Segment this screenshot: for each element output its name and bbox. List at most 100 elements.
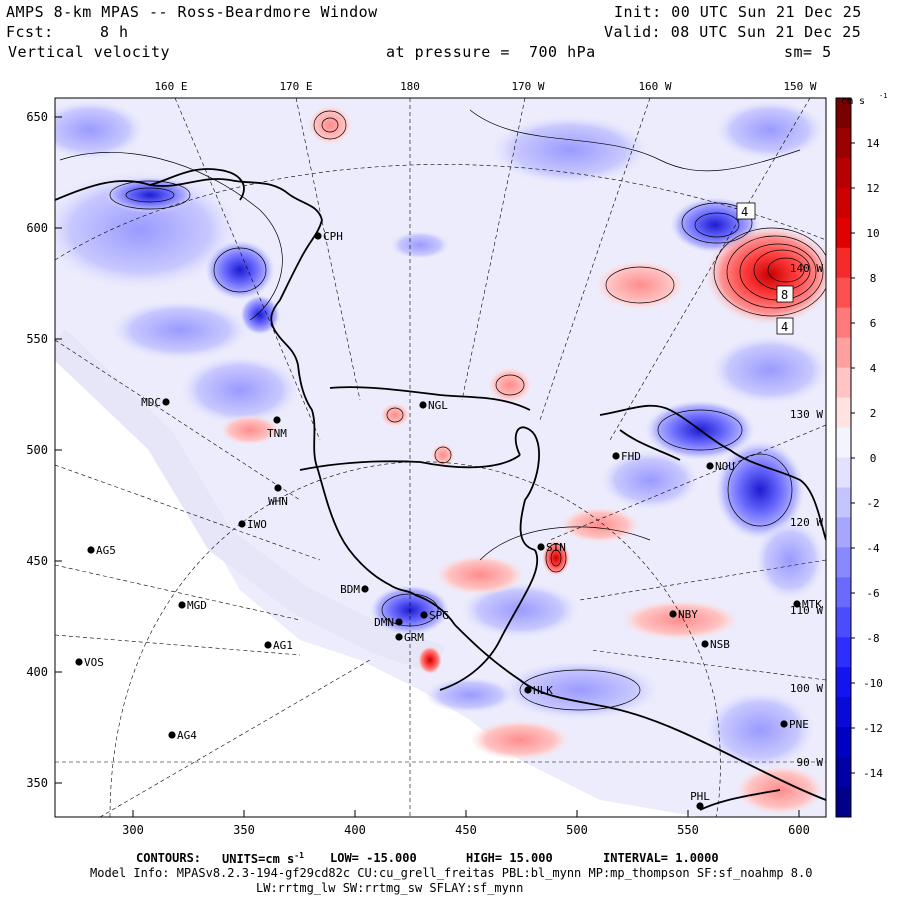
station-marker-grm — [395, 633, 403, 641]
y-tick-label: 350 — [26, 776, 48, 790]
colorbar-segment — [836, 577, 851, 608]
units-label: UNITS=cm s-1 — [222, 851, 304, 866]
station-label-bdm: BDM — [340, 583, 360, 596]
colorbar-segment — [836, 547, 851, 578]
x-tick-label: 350 — [233, 823, 255, 837]
x-tick-label: 450 — [455, 823, 477, 837]
station-marker-mtk — [793, 600, 801, 608]
y-tick-label: 550 — [26, 332, 48, 346]
low-value: LOW= -15.000 — [330, 851, 417, 865]
colorbar-segment — [836, 98, 851, 129]
longitude-label-top: 170 E — [279, 80, 312, 93]
y-tick-label: 650 — [26, 110, 48, 124]
longitude-label-right: 110 W — [790, 604, 823, 617]
longitude-label-top: 160 E — [154, 80, 187, 93]
station-label-ag1: AG1 — [273, 639, 293, 652]
x-tick-label: 550 — [677, 823, 699, 837]
colorbar-ticks: 14 12 10 8 6 4 2 0 -2 -4 -6 -8 -10 -12 -14 — [851, 137, 883, 780]
colorbar-segment — [836, 457, 851, 488]
forecast-hour: 8 h — [100, 23, 129, 41]
x-tick-label: 500 — [566, 823, 588, 837]
colorbar-tick-label: -10 — [863, 677, 883, 690]
station-marker-mgd — [178, 601, 186, 609]
valid-time: Valid: 08 UTC Sun 21 Dec 25 — [604, 23, 862, 41]
station-label-mtk: MTK — [802, 598, 822, 611]
longitude-label-top: 180 — [400, 80, 420, 93]
colorbar-segment — [836, 337, 851, 369]
colorbar-segment — [836, 637, 851, 668]
station-label-nby: NBY — [678, 608, 698, 621]
colorbar-segment — [836, 307, 851, 339]
high-value: HIGH= 15.000 — [466, 851, 553, 865]
longitude-label-top: 170 W — [511, 80, 544, 93]
station-label-vos: VOS — [84, 656, 104, 669]
x-tick-label: 300 — [122, 823, 144, 837]
colorbar-segment — [836, 277, 851, 309]
station-marker-spg — [420, 611, 428, 619]
longitude-label-right: 90 W — [797, 756, 824, 769]
station-marker-bdm — [361, 585, 369, 593]
colorbar-tick-label: 2 — [870, 407, 877, 420]
station-marker-ngl — [419, 401, 427, 409]
station-marker-nou — [706, 462, 714, 470]
station-marker-sin — [537, 543, 545, 551]
station-marker-iwo — [238, 520, 246, 528]
colorbar-segment — [836, 787, 851, 818]
station-label-whn: WHN — [268, 495, 288, 508]
station-marker-ag5 — [87, 546, 95, 554]
station-label-mgd: MGD — [187, 599, 207, 612]
colorbar-tick-label: -8 — [866, 632, 879, 645]
longitude-labels-right: 140 W 130 W 120 W 110 W 100 W 90 W — [790, 262, 823, 769]
colorbar-segment — [836, 397, 851, 429]
station-label-grm: GRM — [404, 631, 424, 644]
colorbar-segment — [836, 757, 851, 788]
colorbar-segment — [836, 517, 851, 548]
station-label-phl: PHL — [690, 790, 710, 803]
station-label-spg: SPG — [429, 609, 449, 622]
field-name: Vertical velocity — [8, 43, 171, 61]
physics-info: LW:rrtmg_lw SW:rrtmg_sw SFLAY:sf_mynn — [256, 881, 524, 895]
contours-label: CONTOURS: — [136, 851, 202, 865]
contour-label-1: 4 — [741, 205, 748, 219]
colorbar-tick-label: -12 — [863, 722, 883, 735]
longitude-label-right: 140 W — [790, 262, 823, 275]
contour-lines — [59, 109, 826, 711]
colorbar-segment — [836, 127, 851, 159]
map-field: 4 8 4 — [55, 98, 826, 817]
model-title: AMPS 8-km MPAS -- Ross-Beardmore Window — [6, 3, 378, 21]
station-marker-nsb — [701, 640, 709, 648]
x-axis: 300 350 400 450 500 550 600 — [122, 810, 810, 837]
colorbar-tick-label: -6 — [866, 587, 879, 600]
x-tick-label: 600 — [788, 823, 810, 837]
colorbar-segment — [836, 607, 851, 638]
station-label-ag4: AG4 — [177, 729, 197, 742]
colorbar-segment — [836, 667, 851, 698]
station-marker-dmn — [395, 618, 403, 626]
colorbar-segment — [836, 367, 851, 399]
colorbar-segment — [836, 487, 851, 518]
longitude-labels-top: 160 E 170 E 180 170 W 160 W 150 W — [154, 80, 816, 93]
colorbar-tick-label: 6 — [870, 317, 877, 330]
pressure-level: at pressure = 700 hPa — [386, 43, 596, 61]
contour-label-3: 8 — [781, 288, 788, 302]
model-info: Model Info: MPASv8.2.3-194-gf29cd82c CU:… — [90, 866, 813, 880]
colorbar-tick-label: 8 — [870, 272, 877, 285]
colorbar-segment — [836, 427, 851, 458]
station-marker-pne — [780, 720, 788, 728]
station-label-nsb: NSB — [710, 638, 730, 651]
colorbar-tick-label: 0 — [870, 452, 877, 465]
graticule — [55, 98, 826, 817]
station-label-fhd: FHD — [621, 450, 641, 463]
y-axis: 650 600 550 500 450 400 350 — [26, 110, 62, 790]
colorbar-tick-label: -14 — [863, 767, 883, 780]
x-tick-label: 400 — [344, 823, 366, 837]
contour-label-2: 4 — [781, 320, 788, 334]
station-label-ag5: AG5 — [96, 544, 116, 557]
station-label-dmn: DMN — [374, 616, 394, 629]
colorbar-tick-label: 10 — [866, 227, 879, 240]
station-marker-nby — [669, 610, 677, 618]
station-marker-whn — [274, 484, 282, 492]
station-label-mdc: MDC — [141, 396, 161, 409]
